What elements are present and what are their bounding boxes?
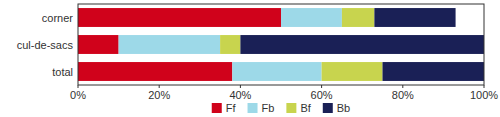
bar bbox=[322, 62, 383, 81]
bar bbox=[232, 62, 321, 81]
bar bbox=[383, 62, 485, 81]
legend-label: Ff bbox=[226, 102, 237, 114]
legend-label: Bb bbox=[337, 102, 350, 114]
bar bbox=[281, 8, 342, 27]
bar bbox=[78, 8, 281, 27]
legend-swatch bbox=[212, 103, 222, 113]
x-tick-label: 60% bbox=[311, 89, 333, 101]
bar bbox=[342, 8, 374, 27]
x-tick bbox=[78, 85, 79, 88]
bar bbox=[220, 35, 240, 54]
bar bbox=[240, 35, 484, 54]
y-tick-label: total bbox=[52, 66, 73, 78]
x-tick bbox=[402, 85, 403, 88]
x-tick-label: 40% bbox=[229, 89, 251, 101]
y-tick-label: cul-de-sacs bbox=[17, 39, 74, 51]
chart: 0% 20% 40% 60% 80% 100% corner cul-de-sacs total… bbox=[0, 0, 500, 117]
x-tick-label: 20% bbox=[148, 89, 170, 101]
x-tick bbox=[321, 85, 322, 88]
bars bbox=[78, 8, 484, 81]
plot-frame bbox=[78, 4, 484, 85]
legend-swatch bbox=[323, 103, 333, 113]
legend-swatch bbox=[248, 103, 258, 113]
y-tick-label: corner bbox=[42, 12, 74, 24]
bar bbox=[78, 62, 232, 81]
x-tick bbox=[484, 85, 485, 88]
legend-label: Bf bbox=[300, 102, 311, 114]
legend-label: Fb bbox=[262, 102, 275, 114]
bar bbox=[119, 35, 221, 54]
x-tick-label: 0% bbox=[70, 89, 86, 101]
x-tick-label: 80% bbox=[392, 89, 414, 101]
bar bbox=[78, 35, 119, 54]
legend-swatch bbox=[286, 103, 296, 113]
bar bbox=[374, 8, 455, 27]
legend: Ff Fb Bf Bb bbox=[212, 102, 351, 114]
x-tick bbox=[159, 85, 160, 88]
x-tick bbox=[240, 85, 241, 88]
x-tick-label: 100% bbox=[470, 89, 498, 101]
